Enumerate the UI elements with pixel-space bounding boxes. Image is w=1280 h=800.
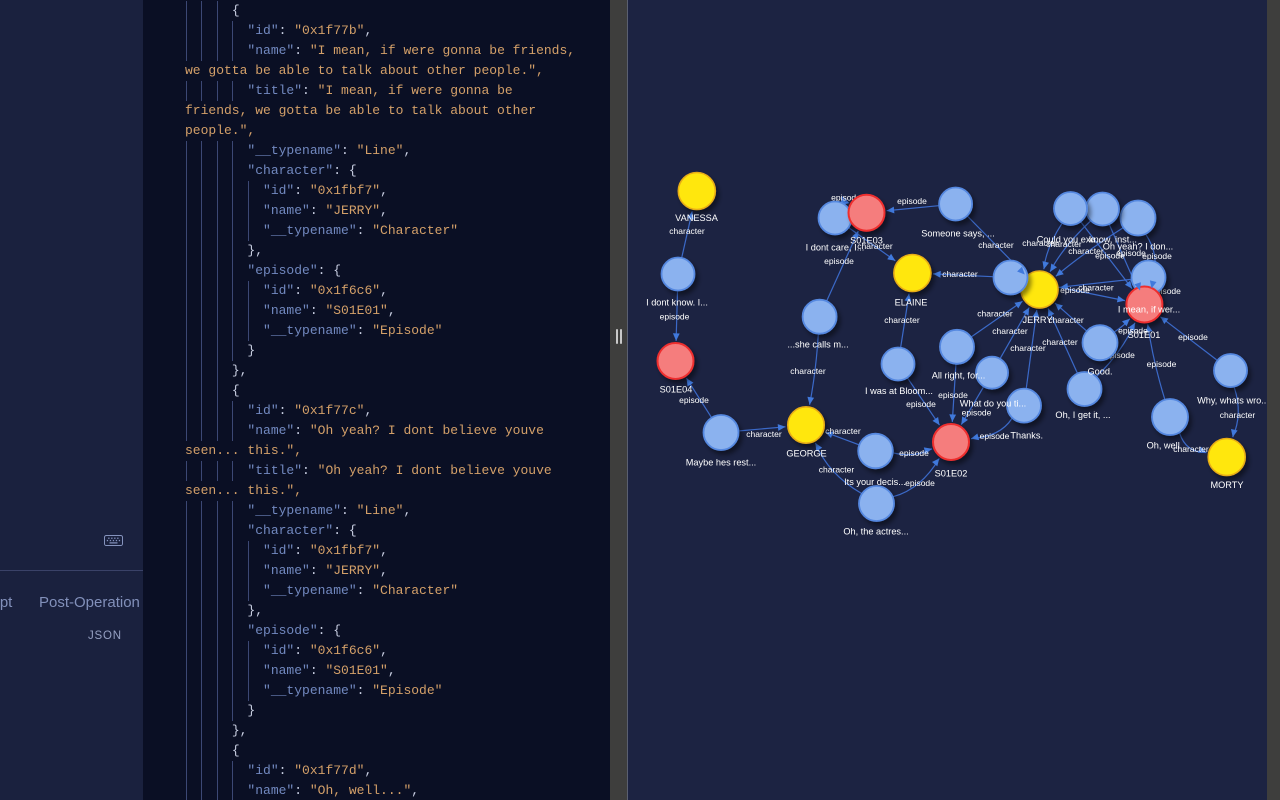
svg-text:episode: episode — [679, 395, 709, 405]
svg-text:S01E03: S01E03 — [850, 236, 883, 246]
svg-text:character: character — [746, 429, 782, 439]
svg-text:character: character — [1173, 444, 1209, 454]
svg-text:character: character — [1078, 283, 1114, 293]
svg-text:episode: episode — [831, 193, 861, 203]
svg-text:Someone says, ...: Someone says, ... — [921, 229, 995, 239]
svg-text:Thanks.: Thanks. — [1010, 431, 1043, 441]
svg-text:character: character — [819, 465, 855, 475]
svg-text:Maybe hes rest...: Maybe hes rest... — [686, 458, 756, 468]
svg-text:Its your decis...: Its your decis... — [844, 477, 906, 487]
svg-text:character: character — [1022, 238, 1058, 248]
svg-text:I dont know. I...: I dont know. I... — [646, 297, 708, 307]
svg-text:episode: episode — [1116, 248, 1146, 258]
svg-text:Could you exa...: Could you exa... — [1037, 235, 1103, 245]
svg-text:VANESSA: VANESSA — [675, 213, 719, 223]
svg-text:All right, for...: All right, for... — [932, 371, 986, 381]
svg-text:episode: episode — [1147, 359, 1177, 369]
svg-text:MORTY: MORTY — [1210, 480, 1243, 490]
svg-text:episode: episode — [1142, 251, 1172, 261]
svg-text:episode: episode — [938, 390, 968, 400]
svg-text:episode: episode — [1118, 326, 1148, 336]
svg-text:character: character — [884, 315, 920, 325]
svg-text:episode: episode — [1178, 332, 1208, 342]
svg-text:episode: episode — [906, 399, 936, 409]
svg-text:GEORGE: GEORGE — [786, 449, 826, 459]
svg-text:character: character — [857, 241, 893, 251]
svg-text:character: character — [1068, 246, 1104, 256]
svg-text:episode: episode — [824, 256, 854, 266]
svg-text:...she calls m...: ...she calls m... — [787, 340, 848, 350]
svg-text:character: character — [1042, 337, 1078, 347]
svg-text:Why, whats wro...: Why, whats wro... — [1197, 396, 1269, 406]
svg-text:S01E04: S01E04 — [660, 385, 693, 395]
svg-text:episode: episode — [980, 431, 1010, 441]
svg-text:Oh, I get it, ...: Oh, I get it, ... — [1055, 410, 1110, 420]
svg-text:What do you ti...: What do you ti... — [960, 399, 1026, 409]
svg-text:character: character — [1220, 410, 1256, 420]
svg-text:episode: episode — [897, 196, 927, 206]
svg-text:S01E01: S01E01 — [1128, 330, 1161, 340]
svg-text:episode: episode — [1105, 350, 1135, 360]
svg-text:episode: episode — [1060, 285, 1090, 295]
svg-text:Good.: Good. — [1087, 367, 1112, 377]
svg-text:I mean, if wer...: I mean, if wer... — [1118, 305, 1180, 315]
svg-text:character: character — [790, 366, 826, 376]
svg-text:Oh yeah? I don...: Oh yeah? I don... — [1103, 242, 1174, 252]
svg-text:character: character — [942, 269, 978, 279]
svg-text:Oh, well...: Oh, well... — [1147, 441, 1188, 451]
svg-text:character: character — [978, 240, 1014, 250]
svg-text:character: character — [1046, 239, 1082, 249]
svg-text:character: character — [1010, 343, 1046, 353]
svg-text:character: character — [825, 426, 861, 436]
svg-text:JERRY: JERRY — [1023, 315, 1053, 325]
svg-text:episode: episode — [1151, 286, 1181, 296]
svg-text:character: character — [977, 309, 1013, 319]
svg-text:episode: episode — [899, 448, 929, 458]
svg-text:S01E02: S01E02 — [935, 469, 968, 479]
svg-text:episode: episode — [905, 478, 935, 488]
svg-text:character: character — [992, 326, 1028, 336]
svg-text:I dont care, I...: I dont care, I... — [806, 243, 865, 253]
svg-text:I was at Bloom...: I was at Bloom... — [865, 386, 933, 396]
svg-text:character: character — [1048, 315, 1084, 325]
svg-text:episode: episode — [660, 312, 690, 322]
svg-text:character: character — [669, 226, 705, 236]
svg-text:know, inst...: know, inst... — [1089, 235, 1137, 245]
svg-text:episode: episode — [962, 408, 992, 418]
svg-text:episode: episode — [1095, 251, 1125, 261]
svg-text:Oh, the actres...: Oh, the actres... — [843, 527, 908, 537]
svg-text:ELAINE: ELAINE — [895, 298, 928, 308]
